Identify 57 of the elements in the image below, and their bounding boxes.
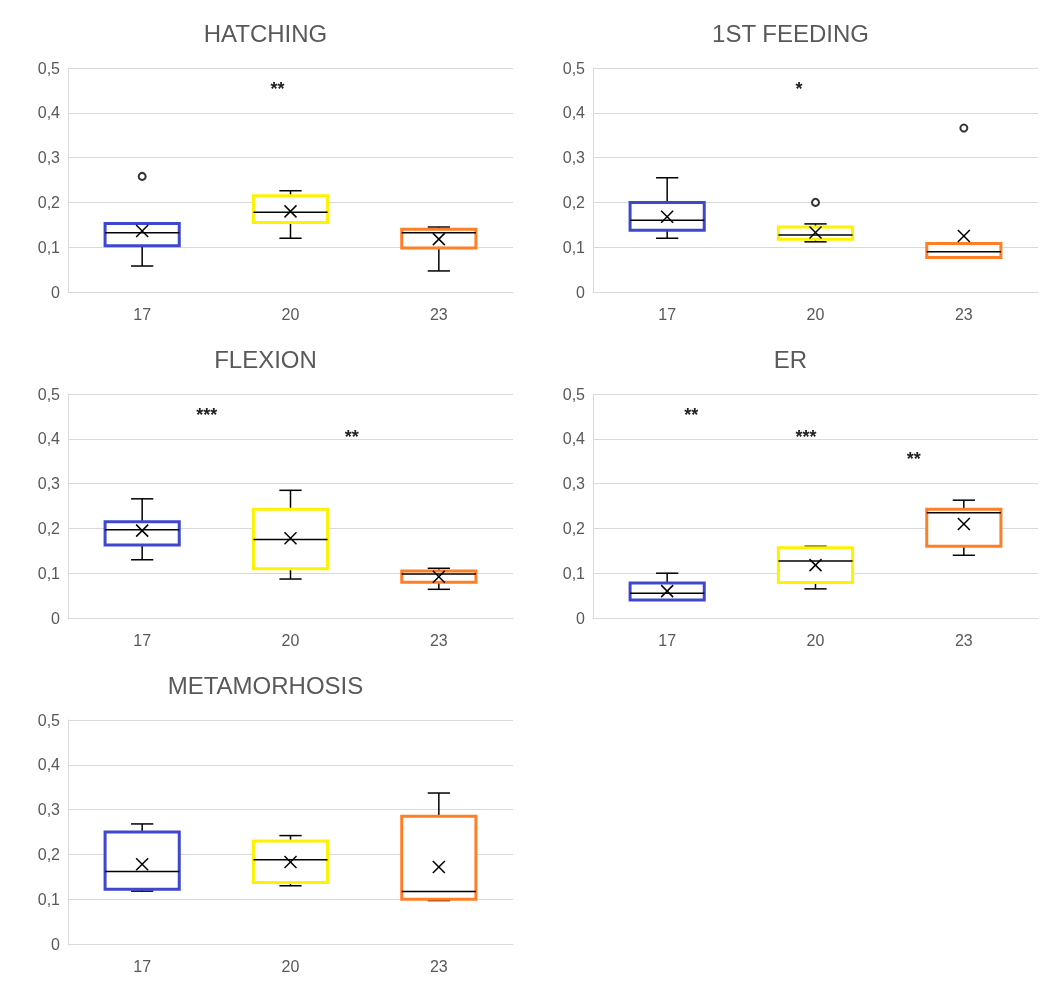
- y-tick-label: 0,1: [562, 564, 586, 582]
- x-tick-label: 23: [429, 305, 448, 323]
- y-tick-label: 0,3: [37, 475, 61, 493]
- x-tick-label: 17: [133, 631, 152, 649]
- y-tick-label: 0,3: [37, 149, 61, 167]
- y-tick-label: 0,5: [37, 711, 61, 729]
- y-tick-label: 0: [576, 609, 586, 627]
- x-tick-label: 23: [954, 631, 973, 649]
- y-tick-label: 0,4: [562, 104, 586, 122]
- annotation: **: [684, 405, 699, 425]
- x-tick-label: 17: [133, 305, 152, 323]
- y-tick-label: 0,2: [562, 193, 586, 211]
- y-tick-label: 0,4: [37, 104, 61, 122]
- x-tick-label: 20: [281, 631, 300, 649]
- chart-title: HATCHING: [203, 19, 328, 47]
- y-tick-label: 0,5: [37, 59, 61, 77]
- y-tick-label: 0,3: [562, 475, 586, 493]
- y-tick-label: 0,3: [37, 801, 61, 819]
- y-tick-label: 0,1: [37, 890, 61, 908]
- chart-title: ER: [773, 345, 808, 373]
- y-tick-label: 0,2: [562, 519, 586, 537]
- y-tick-label: 0: [51, 283, 61, 301]
- y-tick-label: 0,4: [37, 756, 61, 774]
- chart-title: METAMORHOSIS: [167, 671, 364, 699]
- annotation: *: [795, 79, 803, 99]
- x-tick-label: 17: [133, 957, 152, 975]
- x-tick-label: 23: [429, 631, 448, 649]
- y-tick-label: 0,1: [37, 238, 61, 256]
- y-tick-label: 0,2: [37, 519, 61, 537]
- y-tick-label: 0,2: [37, 193, 61, 211]
- y-tick-label: 0,2: [37, 845, 61, 863]
- x-tick-label: 23: [429, 957, 448, 975]
- x-tick-label: 20: [806, 305, 825, 323]
- annotation: **: [270, 79, 285, 99]
- x-tick-label: 20: [281, 957, 300, 975]
- y-tick-label: 0: [576, 283, 586, 301]
- y-tick-label: 0,4: [562, 430, 586, 448]
- annotation: ***: [795, 427, 817, 447]
- y-tick-label: 0,4: [37, 430, 61, 448]
- x-tick-label: 20: [806, 631, 825, 649]
- chart-title: 1ST FEEDING: [712, 19, 869, 47]
- x-tick-label: 17: [658, 305, 677, 323]
- x-tick-label: 20: [281, 305, 300, 323]
- y-tick-label: 0,1: [37, 564, 61, 582]
- y-tick-label: 0: [51, 609, 61, 627]
- annotation: **: [344, 427, 359, 447]
- x-tick-label: 17: [658, 631, 677, 649]
- y-tick-label: 0,5: [562, 385, 586, 403]
- y-tick-label: 0,5: [562, 59, 586, 77]
- y-tick-label: 0: [51, 935, 61, 953]
- chart-title: FLEXION: [214, 345, 317, 373]
- annotation: ***: [196, 405, 218, 425]
- x-tick-label: 23: [954, 305, 973, 323]
- y-tick-label: 0,1: [562, 238, 586, 256]
- y-tick-label: 0,3: [562, 149, 586, 167]
- y-tick-label: 0,5: [37, 385, 61, 403]
- annotation: **: [906, 449, 921, 469]
